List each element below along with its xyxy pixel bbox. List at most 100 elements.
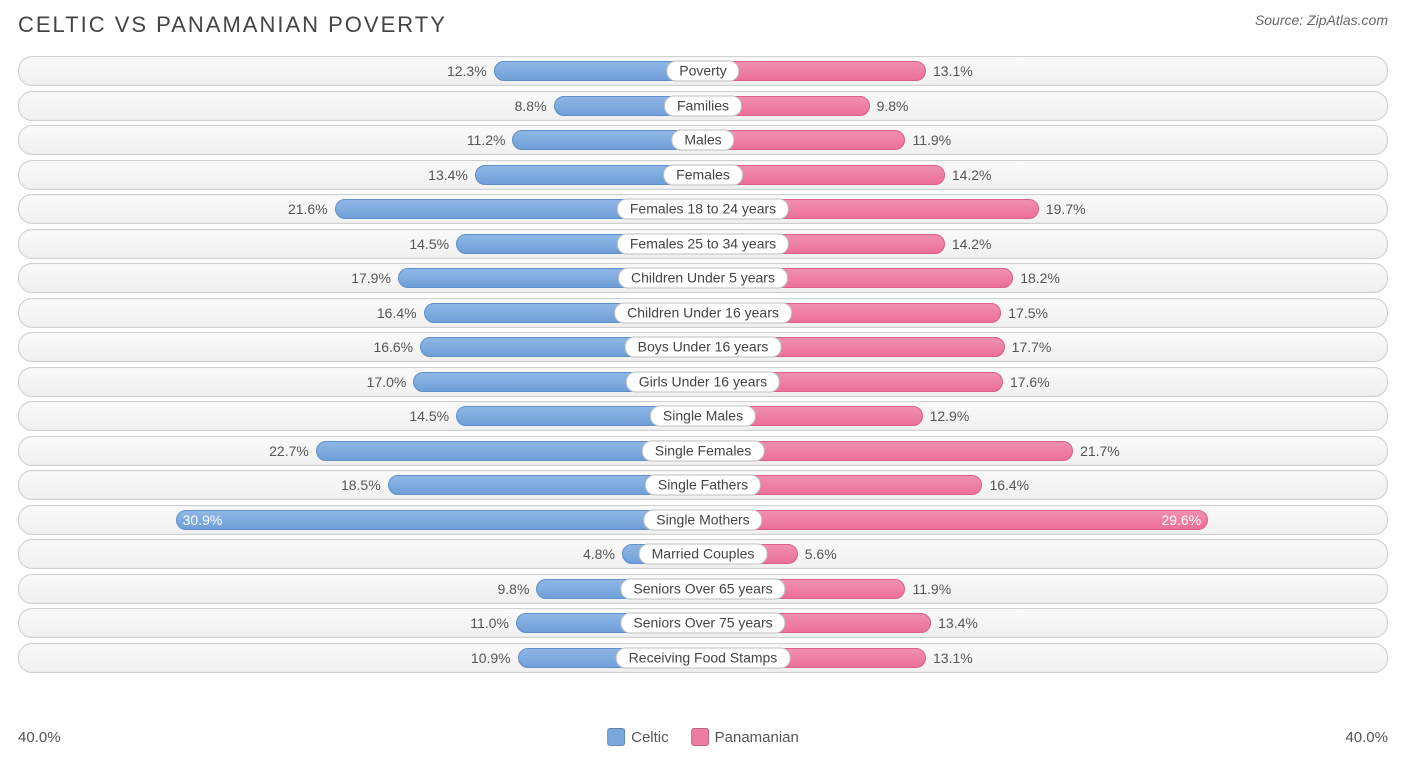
legend-swatch-panamanian (691, 728, 709, 746)
row-right-half: 17.5% (703, 299, 1387, 327)
category-label: Girls Under 16 years (626, 371, 780, 392)
pct-label-panamanian: 13.1% (925, 63, 973, 79)
chart-row: 17.0% 17.6% Girls Under 16 years (18, 367, 1388, 397)
category-label: Females 25 to 34 years (617, 233, 789, 254)
pct-label-panamanian: 17.5% (1000, 305, 1048, 321)
chart-body: 12.3%13.1%Poverty8.8%9.8%Families11.2%11… (18, 56, 1388, 716)
legend-item-celtic: Celtic (607, 728, 669, 746)
category-label: Poverty (666, 61, 739, 82)
chart-source: Source: ZipAtlas.com (1255, 12, 1388, 28)
category-label: Families (664, 95, 742, 116)
category-label: Single Mothers (643, 509, 762, 530)
row-left-half: 13.4% (19, 161, 703, 189)
row-right-half: 9.8% (703, 92, 1387, 120)
row-left-half: 12.3% (19, 57, 703, 85)
pct-label-panamanian: 13.4% (930, 615, 978, 631)
category-label: Females (663, 164, 743, 185)
row-left-half: 11.2% (19, 126, 703, 154)
row-left-half: 21.6% (19, 195, 703, 223)
chart-row: 11.2% 11.9% Males (18, 125, 1388, 155)
chart-row: 16.4% 17.5% Children Under 16 years (18, 298, 1388, 328)
pct-label-panamanian: 14.2% (944, 167, 992, 183)
row-left-half: 9.8% (19, 575, 703, 603)
chart-title: CELTIC VS PANAMANIAN POVERTY (18, 12, 447, 38)
row-right-half: 29.6% (703, 506, 1387, 534)
row-right-half: 16.4% (703, 471, 1387, 499)
pct-label-celtic: 11.2% (467, 132, 514, 148)
category-label: Single Females (642, 440, 765, 461)
pct-label-celtic: 10.9% (471, 650, 519, 666)
pct-label-celtic: 17.9% (351, 270, 399, 286)
row-left-half: 10.9% (19, 644, 703, 672)
category-label: Children Under 16 years (614, 302, 792, 323)
pct-label-panamanian: 29.6% (1161, 512, 1201, 528)
pct-label-celtic: 4.8% (583, 546, 623, 562)
pct-label-panamanian: 18.2% (1012, 270, 1060, 286)
legend-item-panamanian: Panamanian (691, 728, 799, 746)
pct-label-celtic: 12.3% (447, 63, 495, 79)
chart-row: 16.6% 17.7% Boys Under 16 years (18, 332, 1388, 362)
pct-label-panamanian: 16.4% (981, 477, 1029, 493)
category-label: Males (671, 130, 734, 151)
chart-header: CELTIC VS PANAMANIAN POVERTY Source: Zip… (18, 12, 1388, 38)
row-left-half: 11.0% (19, 609, 703, 637)
category-label: Seniors Over 65 years (620, 578, 785, 599)
pct-label-panamanian: 12.9% (922, 408, 970, 424)
pct-label-celtic: 18.5% (341, 477, 389, 493)
pct-label-celtic: 21.6% (288, 201, 336, 217)
category-label: Females 18 to 24 years (617, 199, 789, 220)
category-label: Seniors Over 75 years (620, 613, 785, 634)
chart-row: 11.0% 13.4% Seniors Over 75 years (18, 608, 1388, 638)
row-right-half: 14.2% (703, 161, 1387, 189)
pct-label-panamanian: 14.2% (944, 236, 992, 252)
chart-row: 10.9%13.1%Receiving Food Stamps (18, 643, 1388, 673)
row-left-half: 18.5% (19, 471, 703, 499)
pct-label-celtic: 11.0% (470, 615, 517, 631)
pct-label-celtic: 13.4% (428, 167, 476, 183)
axis-max-right: 40.0% (1345, 729, 1388, 746)
row-right-half: 13.4% (703, 609, 1387, 637)
chart-row: 4.8%5.6%Married Couples (18, 539, 1388, 569)
row-right-half: 13.1% (703, 57, 1387, 85)
chart-row: 8.8% 9.8% Families (18, 91, 1388, 121)
row-right-half: 14.2% (703, 230, 1387, 258)
pct-label-panamanian: 17.7% (1004, 339, 1052, 355)
category-label: Children Under 5 years (618, 268, 788, 289)
pct-label-panamanian: 19.7% (1038, 201, 1086, 217)
row-left-half: 8.8% (19, 92, 703, 120)
pct-label-panamanian: 21.7% (1072, 443, 1120, 459)
chart-row: 12.3% 13.1% Poverty (18, 56, 1388, 86)
chart-row: 14.5%14.2%Females 25 to 34 years (18, 229, 1388, 259)
category-label: Boys Under 16 years (625, 337, 782, 358)
pct-label-panamanian: 11.9% (904, 132, 951, 148)
row-right-half: 11.9% (703, 126, 1387, 154)
pct-label-panamanian: 11.9% (904, 581, 951, 597)
row-right-half: 12.9% (703, 402, 1387, 430)
chart-row: 22.7% 21.7% Single Females (18, 436, 1388, 466)
bar-panamanian: 29.6% (702, 510, 1208, 530)
chart-row: 13.4% 14.2% Females (18, 160, 1388, 190)
legend-label-panamanian: Panamanian (715, 729, 799, 746)
chart-row: 30.9% 29.6% Single Mothers (18, 505, 1388, 535)
pct-label-panamanian: 9.8% (869, 98, 909, 114)
row-right-half: 17.6% (703, 368, 1387, 396)
category-label: Single Males (650, 406, 756, 427)
pct-label-panamanian: 17.6% (1002, 374, 1050, 390)
row-right-half: 5.6% (703, 540, 1387, 568)
row-left-half: 17.9% (19, 264, 703, 292)
row-left-half: 4.8% (19, 540, 703, 568)
pct-label-celtic: 17.0% (367, 374, 415, 390)
chart-row: 18.5%16.4%Single Fathers (18, 470, 1388, 500)
category-label: Receiving Food Stamps (616, 647, 791, 668)
row-left-half: 16.6% (19, 333, 703, 361)
chart-row: 17.9% 18.2% Children Under 5 years (18, 263, 1388, 293)
row-left-half: 16.4% (19, 299, 703, 327)
row-left-half: 17.0% (19, 368, 703, 396)
row-left-half: 22.7% (19, 437, 703, 465)
pct-label-celtic: 8.8% (515, 98, 555, 114)
row-left-half: 30.9% (19, 506, 703, 534)
pct-label-celtic: 9.8% (498, 581, 538, 597)
legend: Celtic Panamanian (607, 728, 799, 746)
row-right-half: 18.2% (703, 264, 1387, 292)
bar-celtic: 30.9% (176, 510, 704, 530)
